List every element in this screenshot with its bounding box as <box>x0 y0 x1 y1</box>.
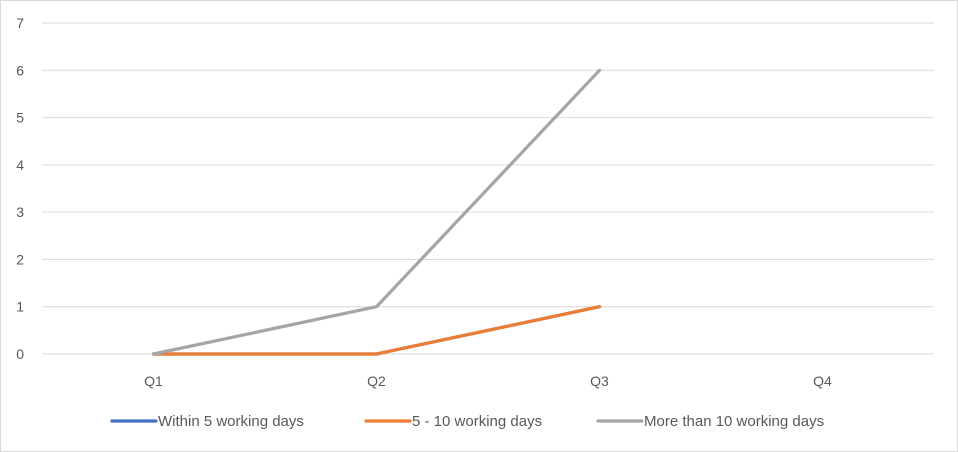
series-line-2 <box>151 305 602 356</box>
y-tick-label: 0 <box>16 346 24 362</box>
y-tick-label: 4 <box>16 157 24 173</box>
y-tick-label: 3 <box>16 204 24 220</box>
x-tick-label: Q1 <box>144 373 163 389</box>
x-axis-ticks: Q1 Q2 Q3 Q4 <box>144 373 832 389</box>
x-tick-label: Q2 <box>367 373 386 389</box>
y-tick-label: 2 <box>16 251 24 267</box>
y-tick-label: 7 <box>16 15 24 31</box>
series-line-1 <box>151 305 602 356</box>
legend-label: Within 5 working days <box>158 413 304 430</box>
x-tick-label: Q4 <box>813 373 832 389</box>
y-tick-label: 5 <box>16 110 24 126</box>
series-lines <box>151 68 602 356</box>
legend-label: 5 - 10 working days <box>412 413 542 430</box>
series-line-3 <box>151 68 602 356</box>
y-tick-label: 1 <box>16 299 24 315</box>
legend-label: More than 10 working days <box>644 413 824 430</box>
y-axis-ticks: 0 1 2 3 4 5 6 7 <box>16 15 24 362</box>
x-tick-label: Q3 <box>590 373 609 389</box>
legend: Within 5 working days 5 - 10 working days… <box>110 413 824 430</box>
y-tick-label: 6 <box>16 62 24 78</box>
